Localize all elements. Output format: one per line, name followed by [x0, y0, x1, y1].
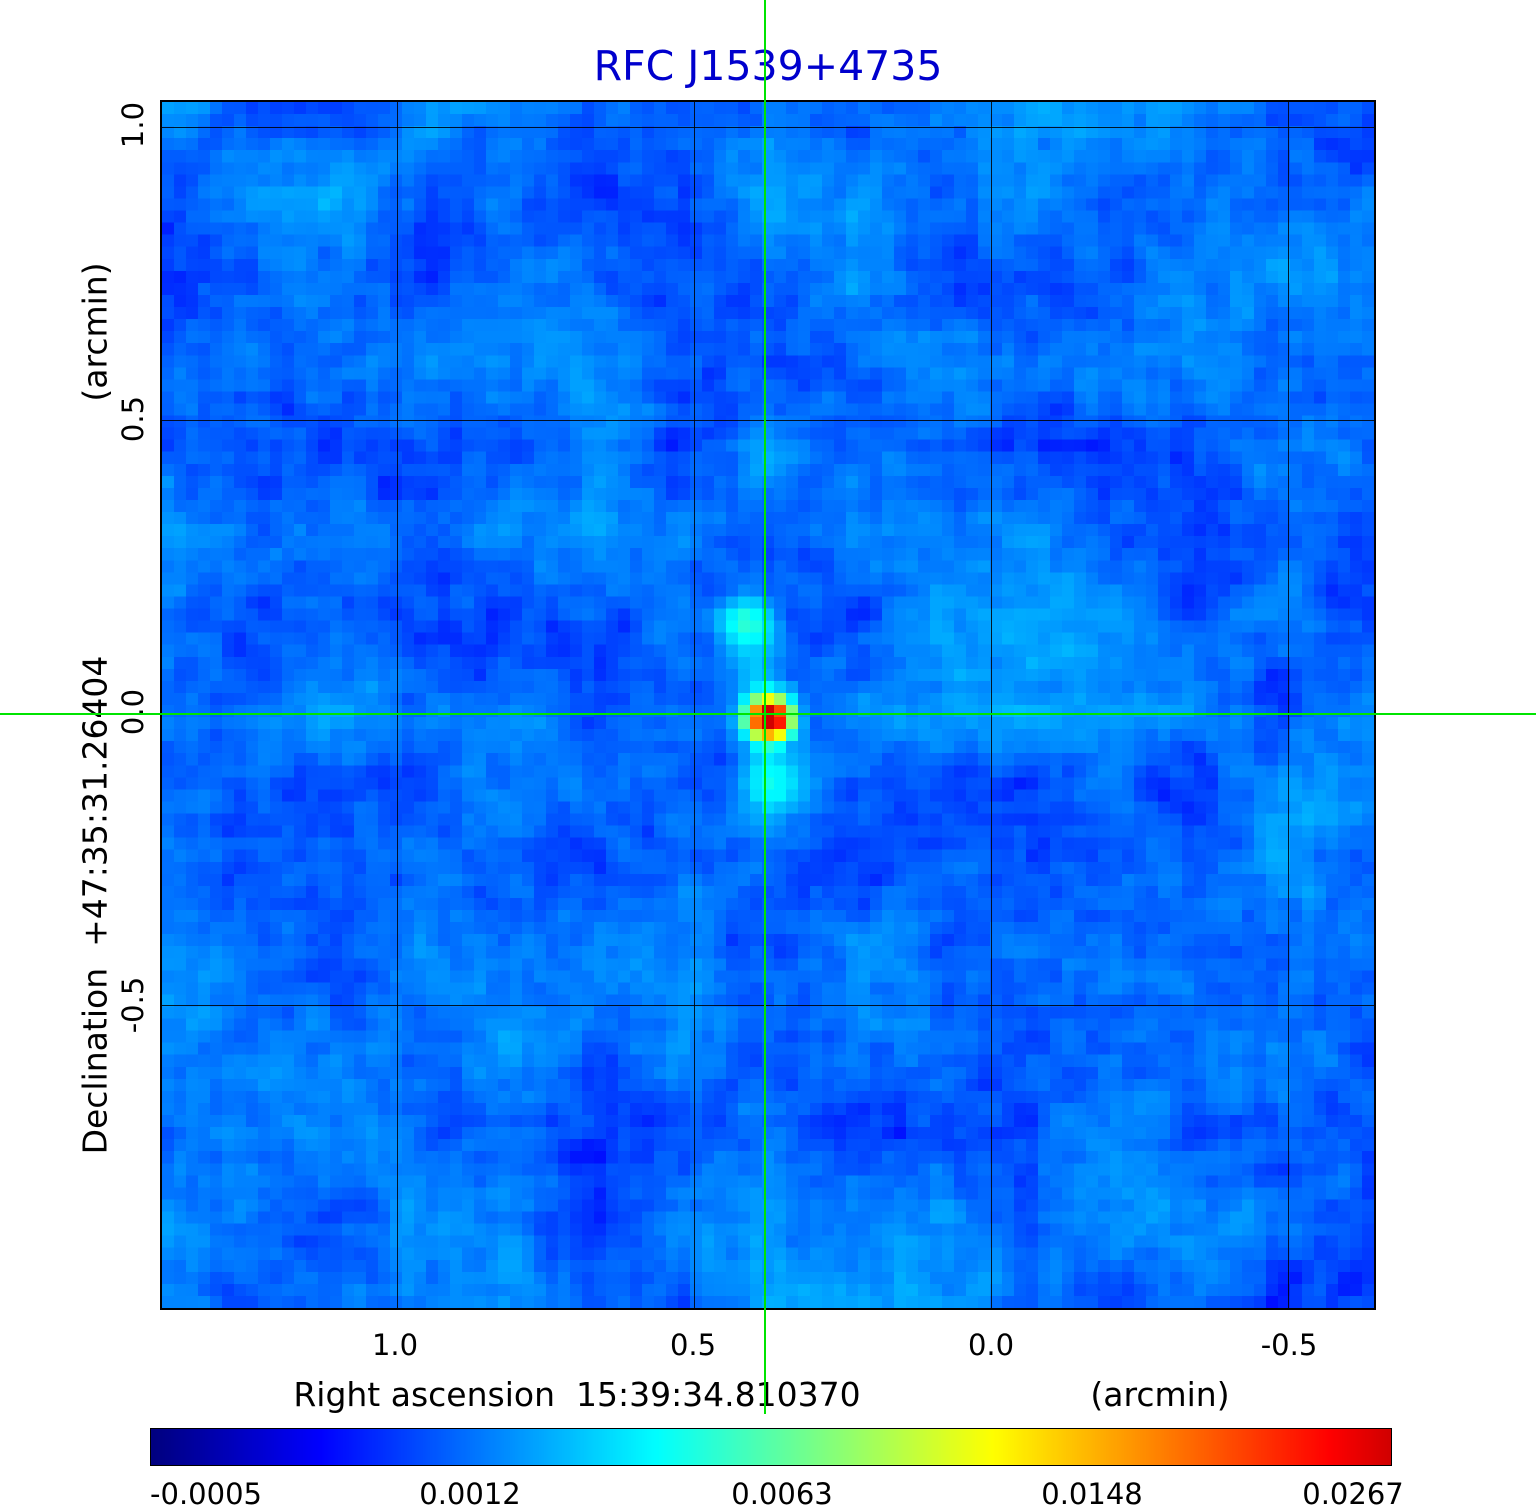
x-axis-unit: (arcmin)	[1090, 1375, 1230, 1414]
plot-area	[160, 100, 1376, 1310]
grid-line-horizontal	[162, 127, 1374, 129]
sky-image	[162, 102, 1374, 1308]
x-tick-label: -0.5	[1260, 1328, 1318, 1362]
crosshair-vertical-line	[764, 0, 766, 1414]
colorbar-tick-label: 0.0063	[731, 1477, 833, 1511]
y-tick-label: 0.0	[116, 688, 150, 736]
colorbar	[150, 1428, 1392, 1466]
x-axis-label: Right ascension 15:39:34.810370	[293, 1375, 861, 1414]
colorbar-tick-label: 0.0267	[1302, 1477, 1404, 1511]
colorbar-gradient	[151, 1429, 1391, 1465]
colorbar-tick-label: -0.0005	[150, 1477, 262, 1511]
y-axis-unit: (arcmin)	[75, 262, 115, 402]
y-tick-label: 0.5	[116, 395, 150, 443]
colorbar-tick-label: 0.0012	[419, 1477, 521, 1511]
grid-line-horizontal	[162, 419, 1374, 421]
grid-line-vertical	[396, 102, 398, 1308]
y-tick-label: 1.0	[116, 101, 150, 149]
x-tick-label: 1.0	[371, 1328, 419, 1362]
crosshair-horizontal-line	[0, 713, 1536, 715]
y-tick-label: -0.5	[116, 976, 150, 1034]
x-tick-label: 0.0	[967, 1328, 1015, 1362]
grid-line-vertical	[1287, 102, 1289, 1308]
chart-title: RFC J1539+4735	[593, 42, 943, 90]
x-tick-label: 0.5	[669, 1328, 717, 1362]
grid-line-vertical	[990, 102, 992, 1308]
grid-line-vertical	[693, 102, 695, 1308]
y-axis-label: Declination +47:35:31.26404	[75, 655, 115, 1155]
colorbar-tick-label: 0.0148	[1041, 1477, 1143, 1511]
grid-line-horizontal	[162, 1005, 1374, 1007]
